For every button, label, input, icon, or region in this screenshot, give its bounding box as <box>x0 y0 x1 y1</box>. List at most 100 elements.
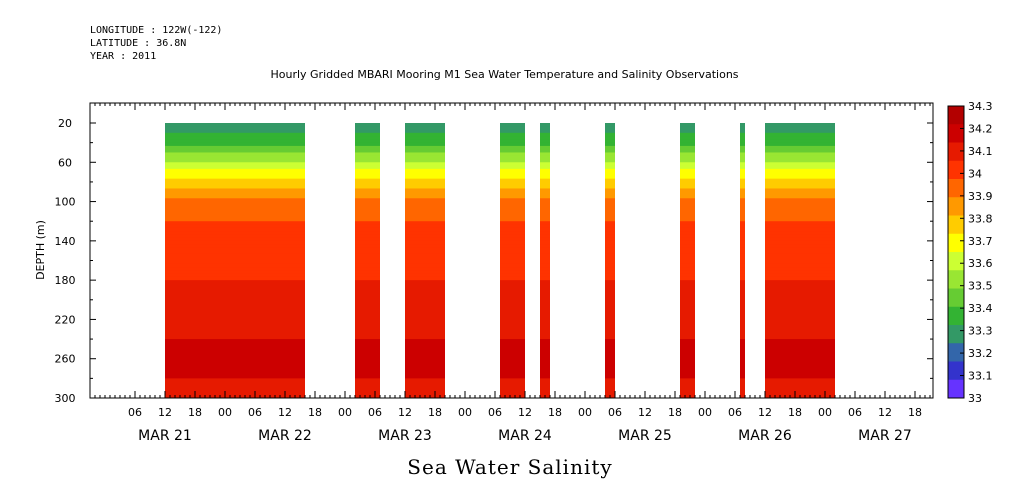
salinity-cell <box>165 142 305 147</box>
salinity-cell <box>765 263 835 268</box>
salinity-cell <box>740 129 745 134</box>
salinity-cell <box>740 253 745 258</box>
salinity-cell <box>740 175 745 180</box>
salinity-cell <box>680 195 695 199</box>
salinity-cell <box>680 139 695 144</box>
salinity-cell <box>405 149 445 154</box>
salinity-cell <box>405 195 445 199</box>
salinity-cell <box>405 352 445 357</box>
salinity-cell <box>405 384 445 389</box>
salinity-cell <box>355 280 380 285</box>
salinity-cell <box>740 309 745 314</box>
salinity-cell <box>680 303 695 307</box>
salinity-cell <box>355 260 380 265</box>
salinity-cell <box>405 185 445 190</box>
salinity-cell <box>740 145 745 150</box>
salinity-cell <box>540 339 550 343</box>
data-segment <box>405 123 445 398</box>
salinity-cell <box>500 178 525 183</box>
salinity-cell <box>680 221 695 226</box>
salinity-cell <box>405 306 445 311</box>
colorbar-swatch <box>948 179 964 198</box>
salinity-cell <box>605 332 615 337</box>
salinity-cell <box>680 391 695 396</box>
salinity-cell <box>355 319 380 324</box>
salinity-cell <box>680 388 695 393</box>
salinity-cell <box>355 227 380 232</box>
salinity-cell <box>355 267 380 271</box>
salinity-cell <box>165 132 305 137</box>
salinity-cell <box>540 126 550 131</box>
colorbar-swatch <box>948 124 964 143</box>
salinity-cell <box>405 221 445 226</box>
salinity-cell <box>405 267 445 271</box>
salinity-cell <box>765 332 835 337</box>
salinity-cell <box>500 198 525 203</box>
salinity-cell <box>540 155 550 160</box>
colorbar-label: 33.1 <box>968 370 993 383</box>
salinity-cell <box>165 247 305 252</box>
salinity-cell <box>740 299 745 304</box>
salinity-cell <box>680 247 695 252</box>
salinity-cell <box>605 329 615 334</box>
salinity-cell <box>165 123 305 127</box>
salinity-cell <box>680 250 695 255</box>
salinity-cell <box>405 204 445 209</box>
salinity-cell <box>740 224 745 229</box>
salinity-cell <box>740 355 745 360</box>
salinity-cell <box>765 237 835 242</box>
colorbar-swatch <box>948 343 964 362</box>
salinity-cell <box>765 345 835 350</box>
salinity-cell <box>765 136 835 140</box>
salinity-cell <box>165 195 305 199</box>
salinity-cell <box>355 329 380 334</box>
salinity-cell <box>605 384 615 389</box>
salinity-cell <box>680 339 695 343</box>
salinity-cell <box>405 381 445 386</box>
salinity-cell <box>355 159 380 163</box>
salinity-cell <box>500 325 525 330</box>
salinity-cell <box>500 348 525 353</box>
salinity-cell <box>540 172 550 176</box>
salinity-cell <box>740 365 745 370</box>
salinity-cell <box>355 325 380 330</box>
salinity-cell <box>405 339 445 343</box>
salinity-cell <box>605 296 615 301</box>
salinity-cell <box>500 195 525 199</box>
salinity-cell <box>500 322 525 327</box>
salinity-cell <box>605 237 615 242</box>
salinity-cell <box>355 309 380 314</box>
salinity-cell <box>165 283 305 288</box>
salinity-cell <box>765 293 835 298</box>
salinity-cell <box>605 286 615 291</box>
salinity-cell <box>680 280 695 285</box>
salinity-cell <box>405 325 445 330</box>
salinity-cell <box>680 384 695 389</box>
salinity-cell <box>540 263 550 268</box>
salinity-cell <box>405 263 445 268</box>
x-date-label: MAR 27 <box>858 428 912 444</box>
salinity-cell <box>605 204 615 209</box>
salinity-cell <box>165 240 305 245</box>
salinity-cell <box>165 231 305 235</box>
salinity-cell <box>355 371 380 376</box>
salinity-cell <box>740 293 745 298</box>
salinity-cell <box>405 214 445 219</box>
salinity-cell <box>355 224 380 229</box>
salinity-cell <box>500 280 525 285</box>
salinity-cell <box>540 214 550 219</box>
salinity-cell <box>165 185 305 190</box>
data-segment <box>540 123 550 398</box>
salinity-cell <box>605 159 615 163</box>
salinity-cell <box>765 339 835 343</box>
salinity-cell <box>605 306 615 311</box>
salinity-cell <box>355 361 380 366</box>
salinity-cell <box>680 149 695 154</box>
salinity-cell <box>765 348 835 353</box>
salinity-cell <box>500 204 525 209</box>
salinity-cell <box>740 358 745 363</box>
colorbar-swatch <box>948 160 964 180</box>
salinity-cell <box>165 257 305 262</box>
salinity-cell <box>680 322 695 327</box>
x-tick-label: 12 <box>158 406 172 419</box>
